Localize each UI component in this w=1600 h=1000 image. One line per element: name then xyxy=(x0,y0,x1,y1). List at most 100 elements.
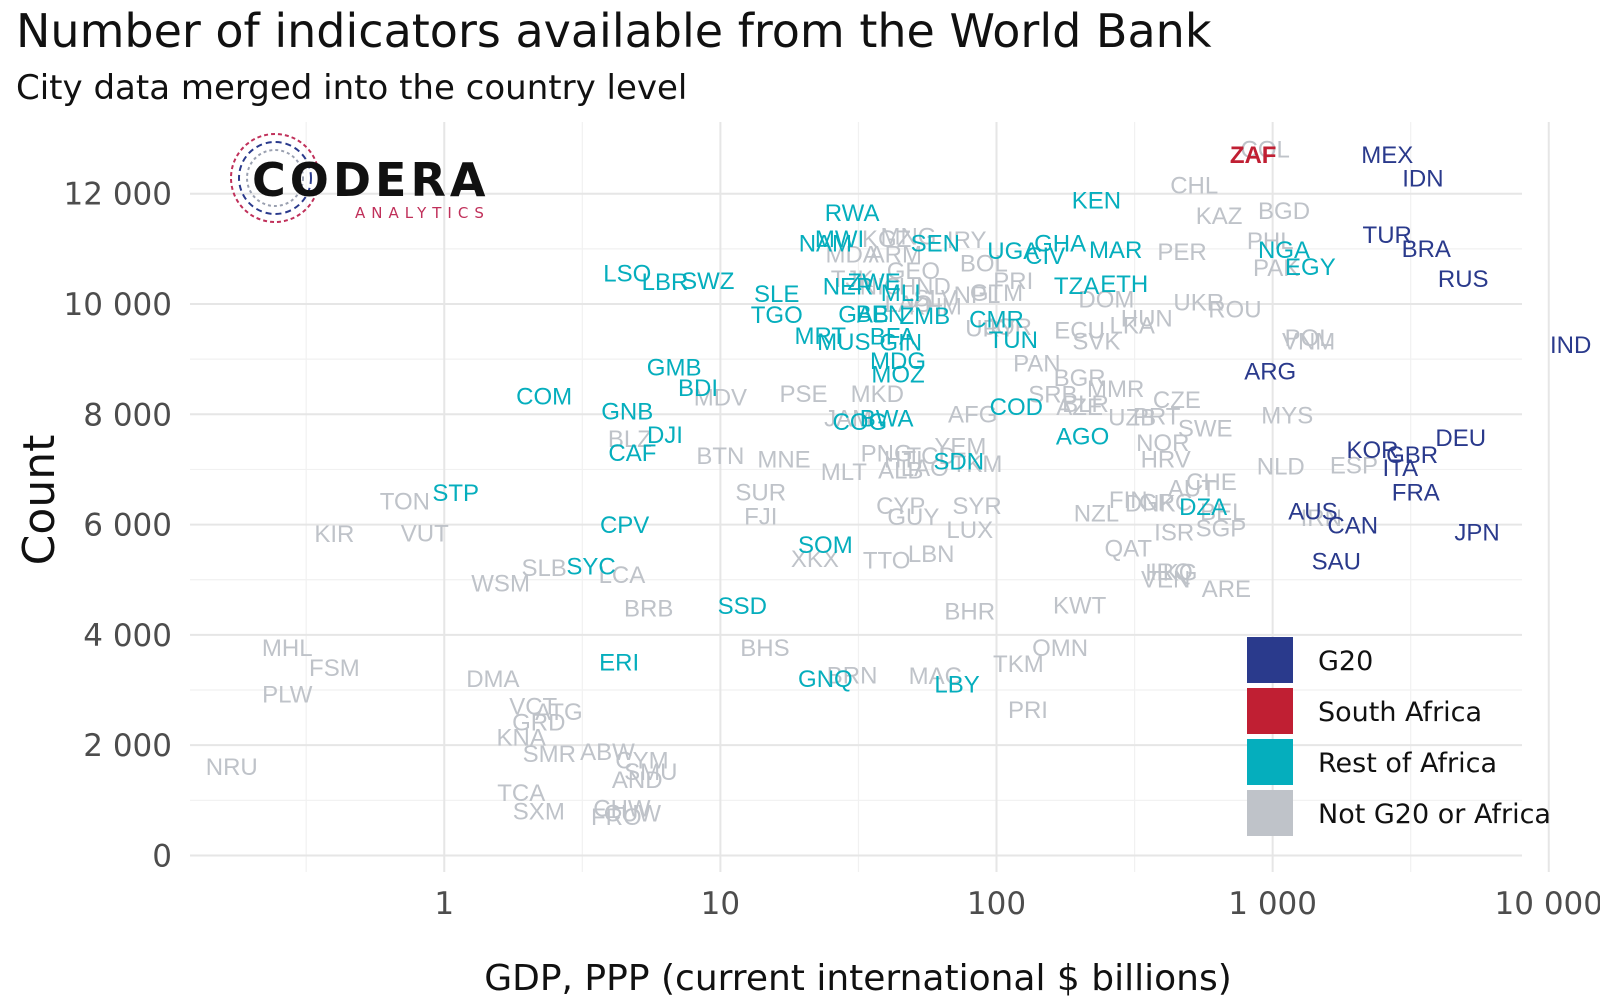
point-label-geo: GEO xyxy=(887,258,940,285)
point-label-nor: NOR xyxy=(1136,430,1189,457)
point-label-irq: IRQ xyxy=(1150,559,1193,586)
point-label-esp: ESP xyxy=(1330,453,1378,480)
point-label-ind: IND xyxy=(1550,332,1591,359)
point-label-tgo: TGO xyxy=(751,302,803,329)
point-label-brn: BRN xyxy=(827,663,878,690)
legend-swatch-south-africa xyxy=(1247,688,1293,734)
point-label-grc: GRC xyxy=(1139,490,1192,517)
point-label-gnb: GNB xyxy=(601,399,653,426)
point-label-slb: SLB xyxy=(521,555,566,582)
point-label-irn: IRN xyxy=(1301,505,1342,532)
point-label-mus: MUS xyxy=(817,329,870,356)
point-label-chl: CHL xyxy=(1170,172,1218,199)
y-tick-label: 8 000 xyxy=(83,397,172,433)
point-label-fsm: FSM xyxy=(309,655,360,682)
point-label-gab: GAB xyxy=(838,301,889,328)
point-label-pri2: PRI xyxy=(1008,697,1048,724)
legend-swatch-g20 xyxy=(1247,637,1293,683)
point-label-ita: ITA xyxy=(1383,455,1419,482)
point-label-ago: AGO xyxy=(1056,423,1109,450)
point-label-pol: POL xyxy=(1285,325,1333,352)
point-label-smr: SMR xyxy=(523,741,576,768)
point-label-gin: GIN xyxy=(879,330,922,357)
point-label-caf: CAF xyxy=(608,440,656,467)
point-label-lux: LUX xyxy=(946,517,993,544)
point-label-ken: KEN xyxy=(1072,187,1121,214)
point-label-alb: ALB xyxy=(878,458,923,485)
point-label-srb: SRB xyxy=(1028,381,1077,408)
point-label-ven: VEN xyxy=(1141,567,1190,594)
point-label-mdv: MDV xyxy=(694,385,747,412)
point-label-gmb: GMB xyxy=(647,354,702,381)
point-label-dom: DOM xyxy=(1078,287,1134,314)
point-label-rou: ROU xyxy=(1208,297,1261,324)
point-label-cod: COD xyxy=(990,394,1043,421)
point-label-nld: NLD xyxy=(1257,454,1305,481)
point-label-cym: CYM xyxy=(615,748,668,775)
point-label-dma: DMA xyxy=(466,666,519,693)
point-label-hun: HUN xyxy=(1121,305,1173,332)
y-tick-label: 12 000 xyxy=(64,177,172,213)
point-label-sau: SAU xyxy=(1312,549,1361,576)
point-label-cog: COG xyxy=(833,409,888,436)
logo-name: CODERA xyxy=(252,153,490,207)
point-label-brb: BRB xyxy=(624,595,673,622)
point-label-cmr: CMR xyxy=(969,306,1024,333)
point-label-egy: EGY xyxy=(1285,254,1336,281)
point-label-xkx: XKX xyxy=(791,546,839,573)
point-label-dji: DJI xyxy=(647,422,683,449)
point-label-chw: CHW xyxy=(593,796,651,823)
point-label-uzb: UZB xyxy=(1108,405,1156,432)
point-label-nzl: NZL xyxy=(1074,501,1119,528)
gridlines xyxy=(190,122,1550,872)
point-label-lao2: LAO xyxy=(901,455,949,482)
point-label-mdg: MDG xyxy=(870,348,926,375)
legend-label-rest-of-africa: Rest of Africa xyxy=(1318,748,1497,779)
point-label-bhr: BHR xyxy=(944,599,995,626)
point-label-aus: AUS xyxy=(1288,498,1337,525)
point-label-nru: NRU xyxy=(206,754,258,781)
point-label-som: SOM xyxy=(798,532,853,559)
point-label-hti: HTI xyxy=(884,447,923,474)
point-label-swe: SWE xyxy=(1178,416,1233,443)
point-label-sur: SUR xyxy=(735,480,786,507)
legend-swatch-rest-of-africa xyxy=(1247,739,1293,785)
point-label-blz: BLZ xyxy=(608,426,652,453)
point-label-uga: UGA xyxy=(987,238,1039,265)
point-label-yem: YEM xyxy=(934,433,986,460)
point-label-tca: TCA xyxy=(497,780,545,807)
point-label-per: PER xyxy=(1157,239,1206,266)
point-label-sgp: SGP xyxy=(1196,515,1247,542)
point-label-che: CHE xyxy=(1186,469,1237,496)
point-label-mrt: MRT xyxy=(794,323,846,350)
point-label-tkm2: TKM xyxy=(952,451,1003,478)
point-label-eth: ETH xyxy=(1100,271,1148,298)
point-label-mli: MLI xyxy=(881,280,921,307)
point-label-cyp: CYP xyxy=(876,493,925,520)
point-label-aut: AUT xyxy=(1168,476,1216,503)
point-label-lka: LKA xyxy=(1109,312,1154,339)
point-label-nga: NGA xyxy=(1258,237,1310,264)
point-label-ben: BEN xyxy=(856,301,905,328)
point-label-mmr: MMR xyxy=(1087,376,1144,403)
point-label-are: ARE xyxy=(1202,576,1251,603)
legend-swatch-not-g20 xyxy=(1247,790,1293,836)
logo-mark-icon xyxy=(230,133,320,223)
point-label-syc: SYC xyxy=(566,553,615,580)
point-label-bgr: BGR xyxy=(1054,365,1106,392)
point-label-mlt: MLT xyxy=(821,459,868,486)
point-label-bol: BOL xyxy=(960,251,1008,278)
point-label-tto: TTO xyxy=(863,547,911,574)
point-label-syr: SYR xyxy=(952,493,1001,520)
point-label-hrv: HRV xyxy=(1141,447,1191,474)
point-label-kir: KIR xyxy=(314,521,354,548)
point-label-lso: LSO xyxy=(603,261,651,288)
point-label-com: COM xyxy=(516,384,572,411)
point-label-plw: PLW xyxy=(262,681,313,708)
point-label-mhl: MHL xyxy=(262,635,313,662)
point-label-wsm: WSM xyxy=(471,571,530,598)
point-label-fji: FJI xyxy=(744,503,777,530)
point-label-civ: CIV xyxy=(1025,243,1065,270)
